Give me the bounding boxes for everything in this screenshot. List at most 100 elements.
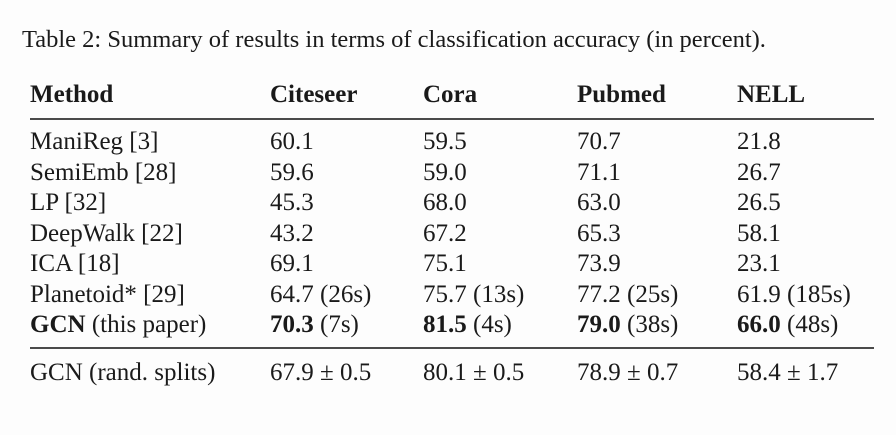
regular-part: ICA [18] <box>30 250 120 277</box>
method-cell: ICA [18] <box>30 249 270 280</box>
value-cell: 70.7 <box>577 119 737 158</box>
regular-part: LP [32] <box>30 189 107 216</box>
value-cell: 70.3 (7s) <box>270 310 423 349</box>
bold-part: 79.0 <box>577 311 621 338</box>
method-cell: GCN (this paper) <box>30 310 270 349</box>
regular-part: 64.7 (26s) <box>270 280 372 308</box>
bold-part: 70.3 <box>270 311 314 338</box>
table-row-gcn-this-paper: GCN (this paper) 70.3 (7s) 81.5 (4s) 79.… <box>30 310 874 349</box>
value-cell: 80.1 ± 0.5 <box>423 348 577 389</box>
method-cell: ManiReg [3] <box>30 119 270 158</box>
paper-table-figure: Table 2: Summary of results in terms of … <box>0 25 896 388</box>
regular-part: 70.7 <box>577 128 621 155</box>
method-cell: Planetoid* [29] <box>30 280 270 311</box>
value-cell: 77.2 (25s) <box>577 280 737 311</box>
regular-part: 59.5 <box>423 128 467 155</box>
regular-part: (4s) <box>466 311 512 338</box>
header-row: Method Citeseer Cora Pubmed NELL <box>30 80 874 120</box>
table-row-lp: LP [32] 45.3 68.0 63.0 26.5 <box>30 188 874 219</box>
regular-part: 78.9 ± 0.7 <box>577 358 679 386</box>
method-cell: LP [32] <box>30 188 270 219</box>
regular-part: 67.2 <box>423 219 467 247</box>
value-cell: 79.0 (38s) <box>577 310 737 349</box>
regular-part: 59.6 <box>270 158 314 186</box>
table-row-ica: ICA [18] 69.1 75.1 73.9 23.1 <box>30 249 874 280</box>
regular-part: 43.2 <box>270 219 314 247</box>
value-cell: 67.2 <box>423 219 577 250</box>
regular-part: 58.4 ± 1.7 <box>737 358 839 386</box>
col-header-cora: Cora <box>423 80 577 120</box>
regular-part: Planetoid* [29] <box>30 280 185 308</box>
value-cell: 65.3 <box>577 219 737 250</box>
value-cell: 67.9 ± 0.5 <box>270 348 423 389</box>
method-cell: SemiEmb [28] <box>30 158 270 189</box>
regular-part: GCN (rand. splits) <box>30 358 216 386</box>
value-cell: 59.5 <box>423 119 577 158</box>
regular-part: DeepWalk [22] <box>30 219 183 247</box>
regular-part: SemiEmb [28] <box>30 158 177 186</box>
col-header-method: Method <box>30 80 270 120</box>
regular-part: (48s) <box>780 311 839 338</box>
regular-part: 68.0 <box>423 189 467 216</box>
value-cell: 75.1 <box>423 249 577 280</box>
regular-part: 45.3 <box>270 189 314 216</box>
table-row-semiemb: SemiEmb [28] 59.6 59.0 71.1 26.7 <box>30 158 874 189</box>
regular-part: 59.0 <box>423 158 467 186</box>
table-row-deepwalk: DeepWalk [22] 43.2 67.2 65.3 58.1 <box>30 219 874 250</box>
value-cell: 78.9 ± 0.7 <box>577 348 737 389</box>
bold-part: 81.5 <box>423 311 467 338</box>
value-cell: 71.1 <box>577 158 737 189</box>
regular-part: 61.9 (185s) <box>737 280 851 308</box>
regular-part: (7s) <box>313 311 359 338</box>
value-cell: 45.3 <box>270 188 423 219</box>
value-cell: 23.1 <box>737 249 874 280</box>
regular-part: 67.9 ± 0.5 <box>270 358 372 386</box>
value-cell: 58.1 <box>737 219 874 250</box>
bold-part: GCN <box>30 311 86 338</box>
regular-part: 58.1 <box>737 219 781 247</box>
table-caption: Table 2: Summary of results in terms of … <box>22 26 766 53</box>
method-cell: DeepWalk [22] <box>30 219 270 250</box>
regular-part: 73.9 <box>577 250 621 277</box>
value-cell: 61.9 (185s) <box>737 280 874 311</box>
regular-part: 65.3 <box>577 219 621 247</box>
value-cell: 59.6 <box>270 158 423 189</box>
col-header-pubmed: Pubmed <box>577 80 737 120</box>
value-cell: 64.7 (26s) <box>270 280 423 311</box>
regular-part: 26.7 <box>737 158 781 186</box>
value-cell: 58.4 ± 1.7 <box>737 348 874 389</box>
value-cell: 75.7 (13s) <box>423 280 577 311</box>
col-header-citeseer: Citeseer <box>270 80 423 120</box>
regular-part: 77.2 (25s) <box>577 280 679 308</box>
regular-part: 23.1 <box>737 250 781 277</box>
results-table: Method Citeseer Cora Pubmed NELL ManiReg… <box>30 80 874 388</box>
value-cell: 43.2 <box>270 219 423 250</box>
value-cell: 60.1 <box>270 119 423 158</box>
regular-part: 75.7 (13s) <box>423 280 525 308</box>
value-cell: 73.9 <box>577 249 737 280</box>
table-row-gcn-rand-splits: GCN (rand. splits) 67.9 ± 0.5 80.1 ± 0.5… <box>30 348 874 389</box>
regular-part: 75.1 <box>423 250 467 277</box>
regular-part: 69.1 <box>270 250 314 277</box>
regular-part: (this paper) <box>85 311 207 338</box>
col-header-nell: NELL <box>737 80 874 120</box>
value-cell: 68.0 <box>423 188 577 219</box>
regular-part: 26.5 <box>737 189 781 216</box>
value-cell: 66.0 (48s) <box>737 310 874 349</box>
value-cell: 26.5 <box>737 188 874 219</box>
value-cell: 69.1 <box>270 249 423 280</box>
bold-part: 66.0 <box>737 311 781 338</box>
regular-part: 80.1 ± 0.5 <box>423 358 525 386</box>
regular-part: 63.0 <box>577 189 621 216</box>
table-row-planetoid: Planetoid* [29] 64.7 (26s) 75.7 (13s) 77… <box>30 280 874 311</box>
regular-part: 71.1 <box>577 158 621 186</box>
regular-part: 21.8 <box>737 128 781 155</box>
regular-part: 60.1 <box>270 128 314 155</box>
value-cell: 59.0 <box>423 158 577 189</box>
method-cell: GCN (rand. splits) <box>30 348 270 389</box>
table-row-manireg: ManiReg [3] 60.1 59.5 70.7 21.8 <box>30 119 874 158</box>
value-cell: 63.0 <box>577 188 737 219</box>
value-cell: 21.8 <box>737 119 874 158</box>
value-cell: 81.5 (4s) <box>423 310 577 349</box>
regular-part: ManiReg [3] <box>30 128 159 155</box>
